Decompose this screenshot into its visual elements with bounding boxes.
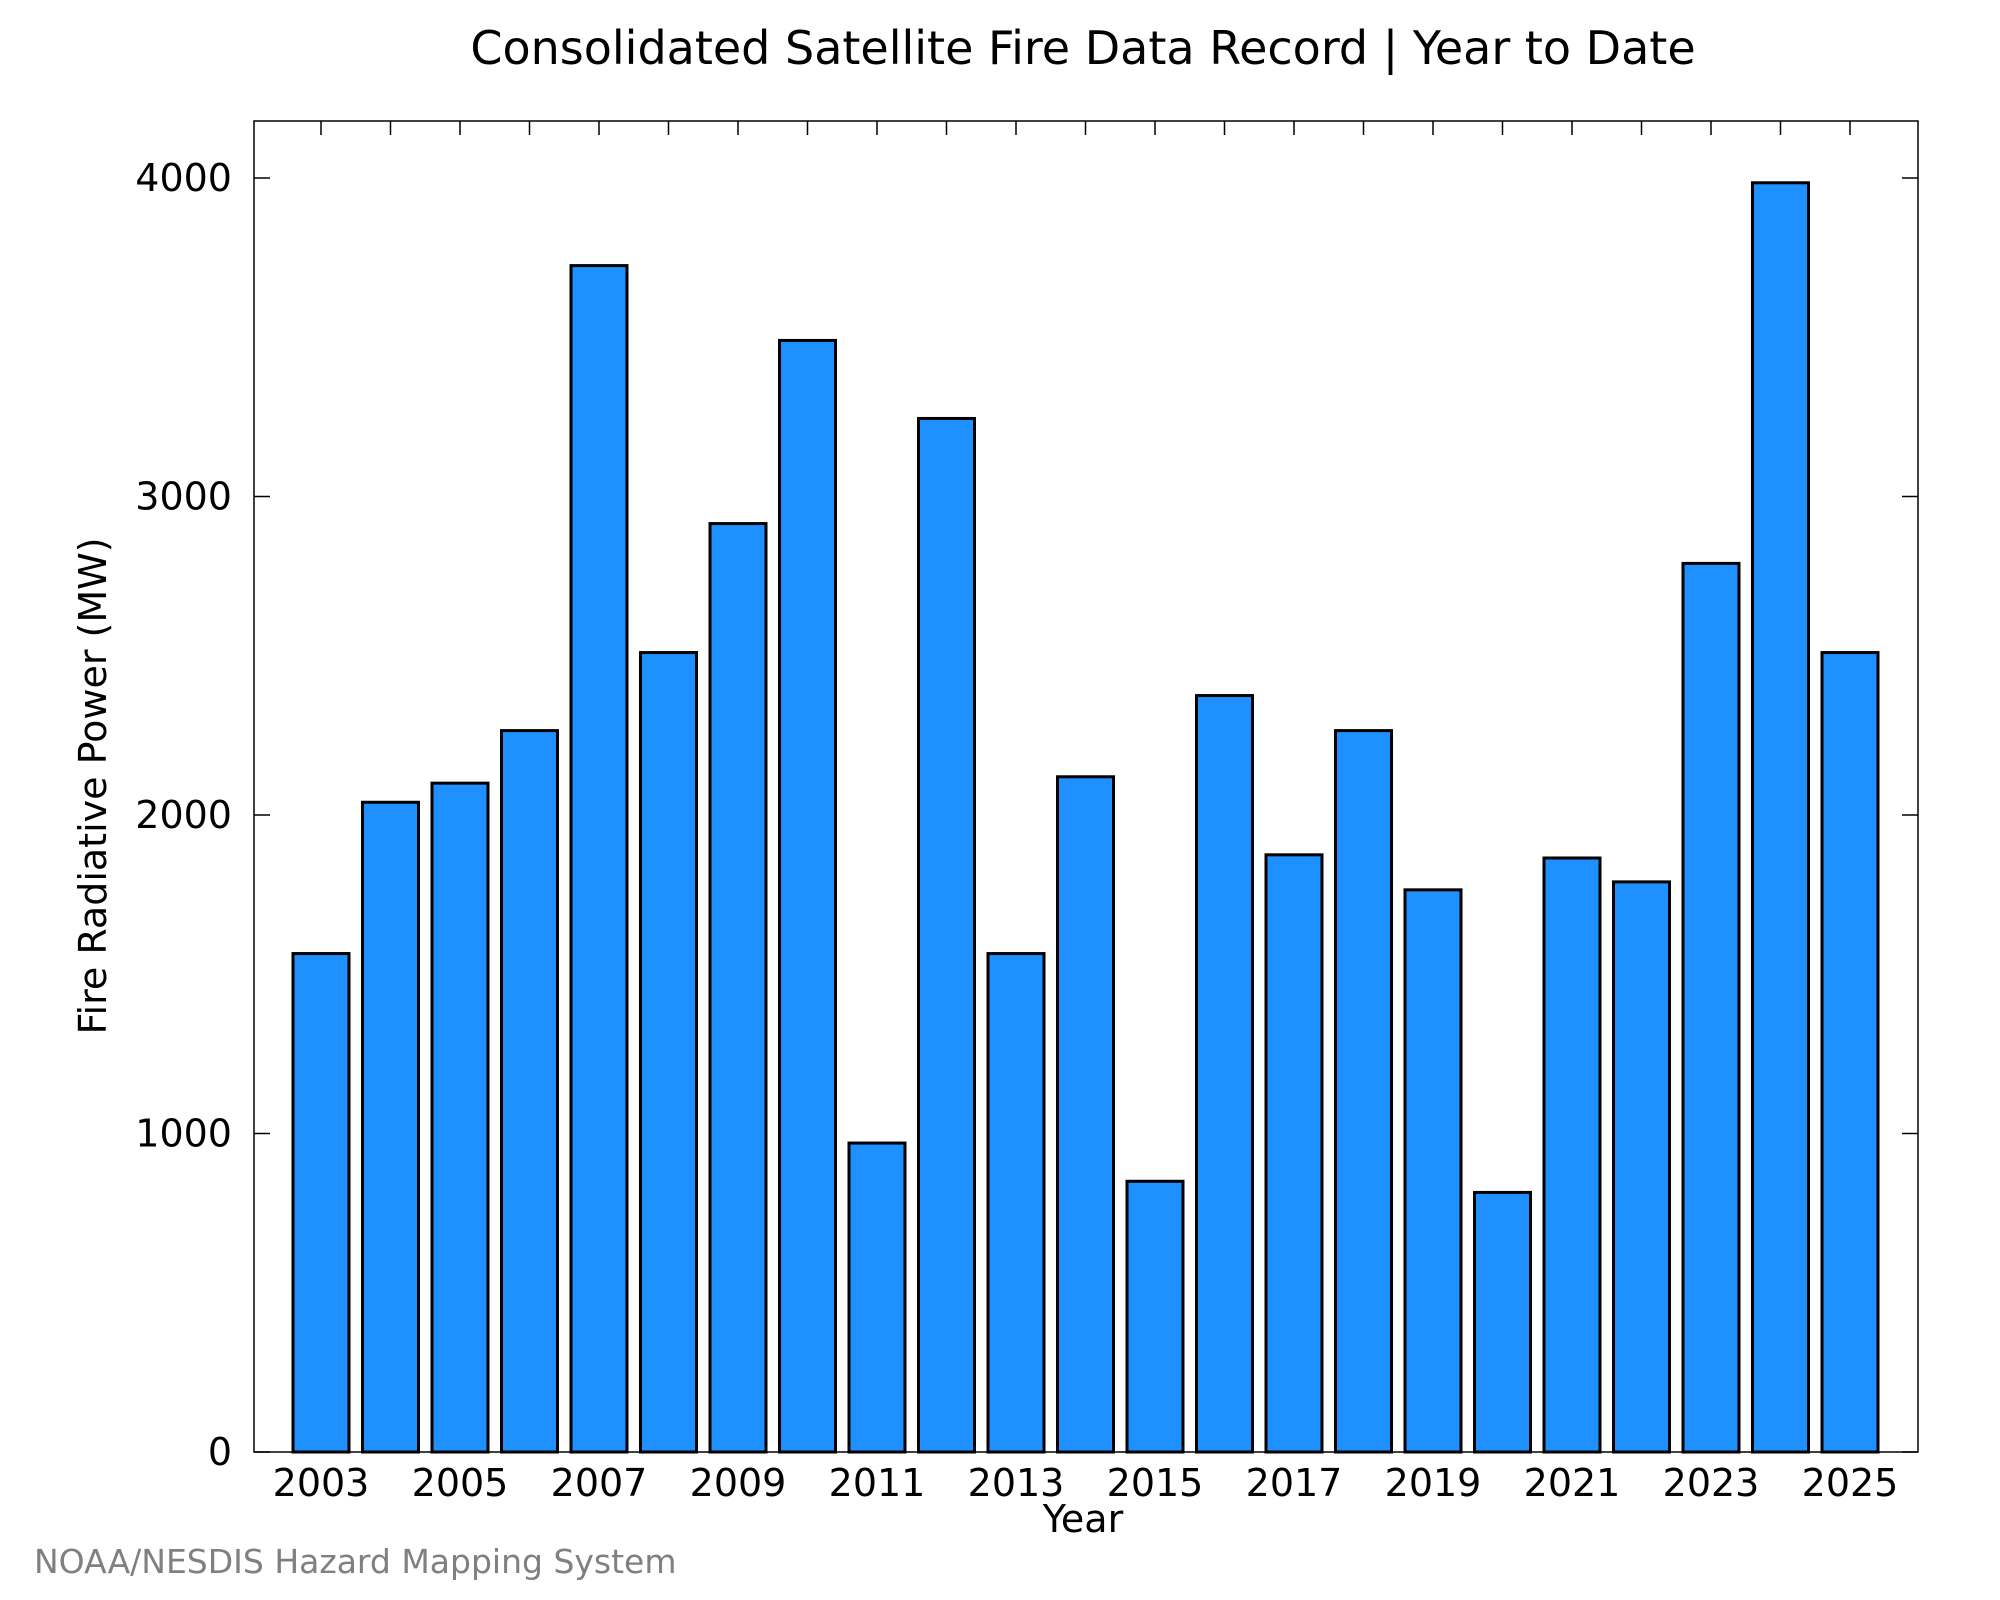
x-tick-label: 2007 — [551, 1461, 648, 1505]
bar-2010 — [778, 338, 837, 1454]
bar-2021 — [1542, 856, 1602, 1454]
bar-2011 — [847, 1141, 907, 1454]
x-axis-label: Year — [1042, 1497, 1124, 1541]
x-axis-ticks: 2003 2005 2007 2009 2011 2013 2015 2017 2019 2021… — [273, 121, 1899, 1505]
bar-2022 — [1612, 880, 1671, 1454]
y-tick-label: 3000 — [135, 475, 232, 519]
bar-2009 — [708, 522, 768, 1454]
bar-2019 — [1403, 888, 1463, 1454]
bar-2013 — [986, 952, 1046, 1454]
x-tick-label: 2011 — [829, 1461, 926, 1505]
bar-2015 — [1125, 1179, 1185, 1454]
bar-2023 — [1681, 561, 1741, 1454]
source-credit: NOAA/NESDIS Hazard Mapping System — [34, 1542, 677, 1581]
bar-2024 — [1751, 181, 1810, 1454]
bar-2025 — [1820, 651, 1880, 1454]
bar-2012 — [917, 416, 976, 1454]
bar-2016 — [1195, 694, 1254, 1454]
y-tick-label: 2000 — [135, 793, 232, 837]
y-tick-label: 1000 — [135, 1112, 232, 1156]
bar-2008 — [639, 651, 698, 1454]
y-tick-label: 4000 — [135, 156, 232, 200]
x-tick-label: 2009 — [690, 1461, 787, 1505]
bar-2018 — [1334, 729, 1393, 1454]
y-axis-ticks: 0 1000 2000 3000 4000 — [135, 156, 1918, 1474]
x-tick-label: 2019 — [1385, 1461, 1482, 1505]
bar-2017 — [1264, 853, 1324, 1454]
x-tick-label: 2025 — [1802, 1461, 1899, 1505]
x-tick-label: 2005 — [412, 1461, 509, 1505]
bar-2020 — [1473, 1190, 1532, 1454]
bar-2007 — [569, 264, 629, 1454]
bar-2004 — [361, 800, 420, 1454]
x-tick-label: 2013 — [968, 1461, 1065, 1505]
y-axis-label: Fire Radiative Power (MW) — [71, 537, 115, 1034]
bars — [291, 181, 1880, 1454]
x-tick-label: 2023 — [1663, 1461, 1760, 1505]
x-tick-label: 2003 — [273, 1461, 370, 1505]
chart-title: Consolidated Satellite Fire Data Record … — [470, 21, 1695, 76]
bar-2005 — [430, 781, 490, 1454]
x-tick-label: 2015 — [1107, 1461, 1204, 1505]
bar-2003 — [291, 952, 351, 1454]
x-tick-label: 2021 — [1524, 1461, 1621, 1505]
bar-2014 — [1056, 775, 1115, 1454]
x-tick-label: 2017 — [1246, 1461, 1343, 1505]
bar-2006 — [500, 729, 559, 1454]
y-tick-label: 0 — [208, 1430, 232, 1474]
